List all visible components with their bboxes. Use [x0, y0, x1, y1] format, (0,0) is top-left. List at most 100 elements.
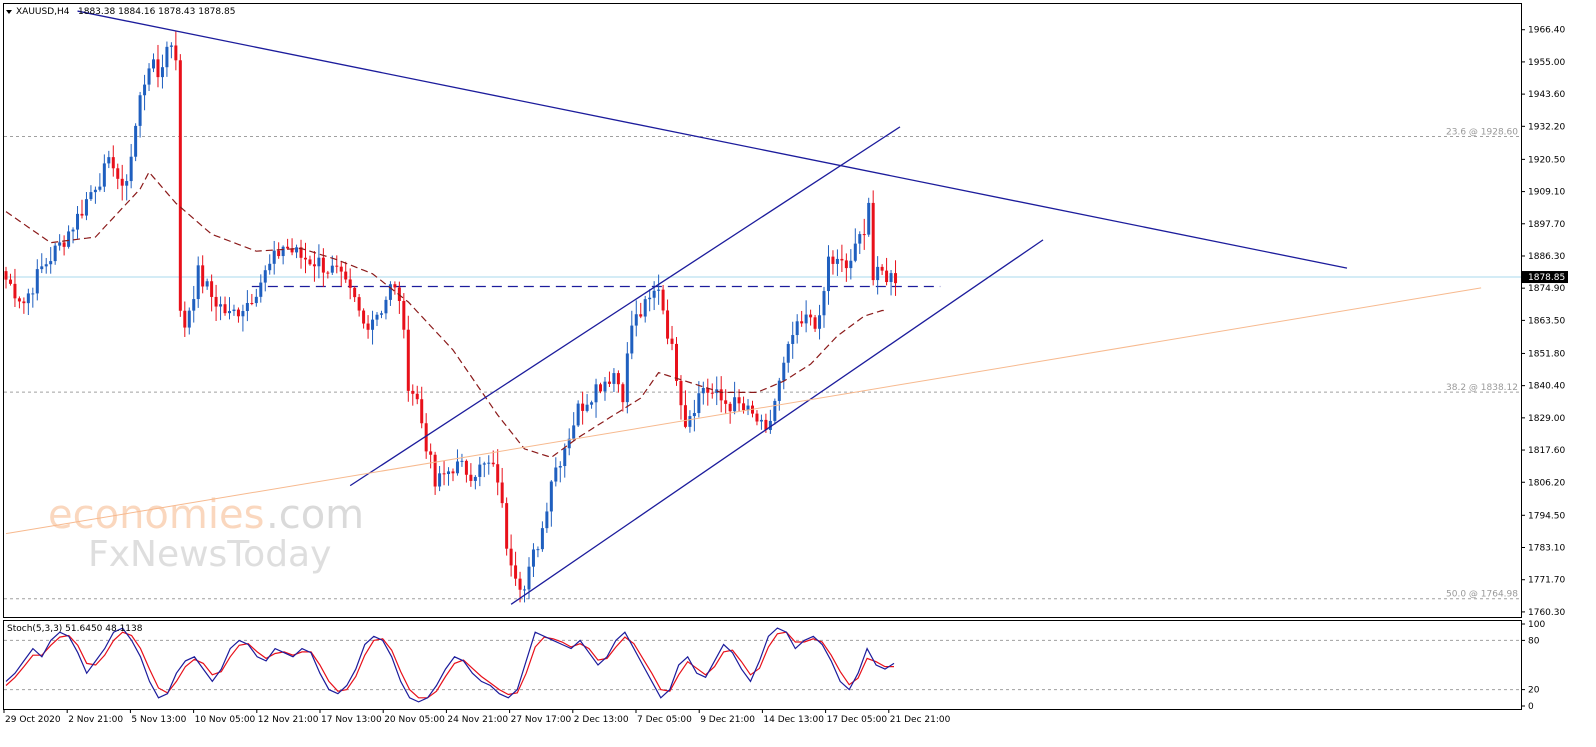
candle-body: [335, 265, 339, 267]
candle-body: [384, 299, 388, 314]
candle-body: [299, 247, 303, 258]
candle-body: [880, 266, 884, 271]
candle-body: [496, 464, 500, 483]
time-tick-label: 9 Dec 21:00: [700, 715, 755, 725]
candle-body: [138, 95, 142, 126]
candle-body: [40, 266, 44, 270]
candle-body: [53, 245, 57, 262]
candle-body: [576, 403, 580, 426]
candle-body: [442, 473, 446, 475]
candle-body: [478, 464, 482, 477]
price-tick-label: 1920.50: [1528, 155, 1565, 165]
price-tick-label: 1771.70: [1528, 576, 1565, 586]
candle-body: [35, 269, 39, 294]
ohlc-values: 1883.38 1884.16 1878.43 1878.85: [78, 7, 235, 17]
candle-body: [585, 404, 589, 411]
main-panel-frame: [3, 3, 1522, 618]
candle-body: [527, 566, 531, 590]
candle-body: [545, 511, 549, 529]
time-tick-label: 24 Nov 21:00: [447, 715, 508, 725]
candle-body: [232, 309, 236, 312]
time-tick-label: 20 Nov 05:00: [384, 715, 445, 725]
candle-body: [447, 471, 451, 475]
candle-body: [523, 589, 527, 591]
candle-body: [165, 46, 169, 68]
fib-level-label: 23.6 @ 1928.60: [1446, 127, 1518, 137]
time-tick-label: 14 Dec 13:00: [763, 715, 824, 725]
candle-body: [424, 423, 428, 452]
candle-body: [362, 310, 366, 324]
candle-body: [13, 283, 17, 299]
candle-body: [558, 466, 562, 468]
candle-body: [129, 156, 133, 182]
candle-body: [710, 392, 714, 394]
candle-body: [742, 403, 746, 411]
candle-body: [625, 353, 629, 403]
candle-body: [102, 163, 106, 187]
candle-body: [22, 301, 26, 304]
price-tick-label: 1851.80: [1528, 349, 1565, 359]
candle-body: [31, 293, 35, 295]
price-tick-label: 1806.20: [1528, 478, 1565, 488]
candle-body: [509, 548, 513, 566]
candle-body: [795, 321, 799, 336]
candle-body: [107, 157, 111, 164]
candle-body: [160, 67, 164, 78]
candle-body: [813, 317, 817, 329]
candle-body: [433, 454, 437, 487]
candle-body: [223, 304, 227, 314]
candle-body: [393, 284, 397, 288]
candle-body: [572, 425, 576, 439]
time-tick-label: 2 Dec 13:00: [574, 715, 629, 725]
candle-body: [8, 279, 12, 284]
candle-body: [639, 314, 643, 317]
candle-body: [697, 393, 701, 414]
candle-body: [192, 299, 196, 311]
candle-body: [460, 460, 464, 462]
candle-body: [263, 270, 267, 283]
candle-body: [867, 202, 871, 235]
candle-body: [371, 319, 375, 330]
candle-body: [76, 213, 80, 230]
candle-body: [876, 266, 880, 281]
current-price-tag: [1522, 271, 1568, 284]
candle-body: [634, 314, 638, 326]
stochastic-panel: 100 80 20 0: [4, 620, 1545, 712]
candle-body: [782, 362, 786, 381]
candles: [4, 30, 898, 603]
candle-body: [670, 338, 674, 344]
trendlines[interactable]: [5, 10, 1482, 605]
price-tick-label: 1966.40: [1528, 26, 1565, 36]
candle-body: [831, 256, 835, 264]
candle-body: [728, 403, 732, 412]
candle-body: [777, 380, 781, 401]
stoch-tick-label: 20: [1528, 686, 1540, 696]
dropdown-triangle-icon[interactable]: [6, 10, 12, 14]
candle-body: [339, 266, 343, 272]
candle-body: [835, 258, 839, 264]
price-tick-label: 1783.10: [1528, 544, 1565, 554]
fib-level-label: 50.0 @ 1764.98: [1446, 590, 1518, 600]
stoch-tick-label: 100: [1528, 620, 1545, 630]
candle-body: [822, 291, 826, 316]
trendline: [349, 126, 901, 487]
candle-body: [330, 265, 334, 273]
candle-body: [844, 260, 848, 269]
candle-body: [321, 257, 325, 273]
stoch-main-line: [5, 627, 895, 703]
long-term-support-line: [5, 287, 1482, 535]
price-tick-label: 1932.20: [1528, 122, 1565, 132]
candle-body: [326, 272, 330, 274]
candle-body: [67, 231, 71, 247]
candle-body: [764, 419, 768, 430]
candle-body: [344, 271, 348, 280]
candle-body: [277, 250, 281, 257]
candle-body: [219, 304, 223, 307]
candle-body: [80, 213, 84, 216]
candle-body: [295, 247, 299, 253]
candle-body: [505, 503, 509, 549]
candle-body: [111, 157, 115, 169]
candle-body: [169, 45, 173, 47]
